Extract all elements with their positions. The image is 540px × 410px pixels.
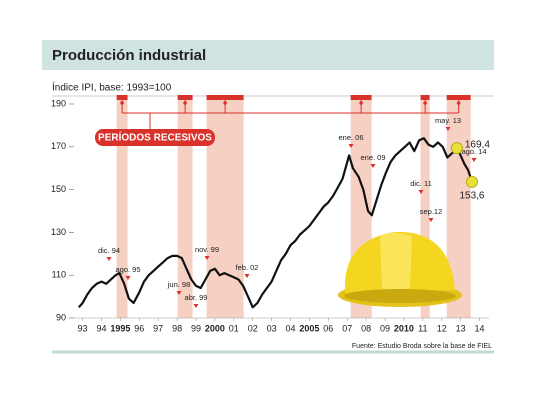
x-tick-label: 99	[191, 323, 201, 333]
legend-box	[95, 129, 215, 146]
connector-dot	[423, 101, 427, 105]
x-tick-label: 09	[380, 323, 390, 333]
y-tick-label: 110	[52, 270, 66, 280]
annotation: jun. 98	[167, 280, 191, 289]
recession-tab	[446, 95, 471, 100]
x-tick-label: 04	[285, 323, 295, 333]
y-tick-label: 130	[51, 227, 66, 237]
connector-dot	[359, 101, 363, 105]
recession-tab	[177, 95, 193, 100]
annotation: ago. 14	[461, 147, 486, 156]
bands	[116, 95, 471, 318]
annotation-arrow	[370, 164, 376, 168]
annotation: sep.12	[420, 207, 443, 216]
recession-tab	[420, 95, 430, 100]
recession-tab	[116, 95, 128, 100]
x-tick-label: 93	[78, 323, 88, 333]
x-tick-label: 12	[437, 323, 447, 333]
x-tick-label: 2005	[299, 323, 319, 333]
source: Fuente: Estudio Broda sobre la base de F…	[352, 343, 492, 350]
x-tick-label: 1995	[110, 323, 130, 333]
recession-band	[116, 100, 128, 318]
annotation: ene. 06	[338, 133, 363, 142]
subtitle: Índice IPI, base: 1993=100	[52, 81, 172, 94]
annotation-arrow	[204, 256, 210, 260]
x-tick-label: 06	[323, 323, 333, 333]
y-tick-label: 150	[51, 184, 66, 194]
recession-tab	[350, 95, 372, 100]
annotation-arrow	[348, 144, 354, 148]
annotation-arrow	[193, 304, 199, 308]
annotation: nov. 99	[195, 245, 219, 254]
x-tick-label: 14	[475, 323, 485, 333]
x-tick-label: 96	[134, 323, 144, 333]
recession-tab	[206, 95, 244, 100]
x-tick-label: 98	[172, 323, 182, 333]
x-tick-label: 02	[248, 323, 258, 333]
highlight-label: 153,6	[459, 191, 484, 202]
annotation: dic. 11	[410, 179, 432, 188]
annotation-arrow	[125, 276, 131, 280]
x-tick-label: 03	[267, 323, 277, 333]
y-tick-label: 190	[51, 98, 66, 108]
header-band	[42, 40, 494, 70]
annotation: ene. 09	[360, 153, 385, 162]
x-tick-label: 11	[418, 323, 427, 333]
annotation-arrow	[418, 190, 424, 194]
annotation: ago. 95	[115, 265, 140, 274]
x-tick-label: 07	[342, 323, 352, 333]
connector-dot	[120, 101, 124, 105]
annotation-arrow	[428, 218, 434, 222]
x-tick-label: 13	[456, 323, 466, 333]
annotation-arrow	[106, 257, 112, 261]
annotation: feb. 02	[236, 263, 259, 272]
annotation: abr. 99	[185, 293, 208, 302]
annotation-arrow	[445, 127, 451, 131]
highlight-point	[450, 142, 463, 155]
chart-title: Producción industrial	[52, 47, 206, 64]
recession-band	[420, 100, 430, 318]
y-tick-label: 90	[56, 312, 66, 322]
connector-dot	[183, 101, 187, 105]
connector-dot	[223, 101, 227, 105]
series-line	[77, 137, 474, 309]
connector-dot	[456, 101, 461, 105]
x-tick-label: 94	[96, 323, 106, 333]
y-tick-label: 170	[51, 141, 66, 151]
annotation-arrow	[244, 274, 250, 278]
legend-label: PERÍODOS RECESIVOS	[98, 131, 212, 144]
highlight-point	[465, 175, 478, 188]
highlight-label: 169,4	[465, 140, 490, 151]
hard-hat	[338, 231, 462, 307]
x-tick-label: 2010	[394, 323, 414, 333]
annotation-arrow	[471, 158, 477, 162]
x-tick-label: 2000	[205, 323, 225, 333]
x-tick-label: 01	[229, 323, 239, 333]
annotation: dic. 94	[98, 246, 120, 255]
x-tick-label: 08	[361, 323, 371, 333]
annotation-arrow	[176, 291, 182, 295]
recession-band	[177, 100, 193, 318]
x-tick-label: 97	[153, 323, 163, 333]
annotation: may. 13	[435, 116, 461, 125]
